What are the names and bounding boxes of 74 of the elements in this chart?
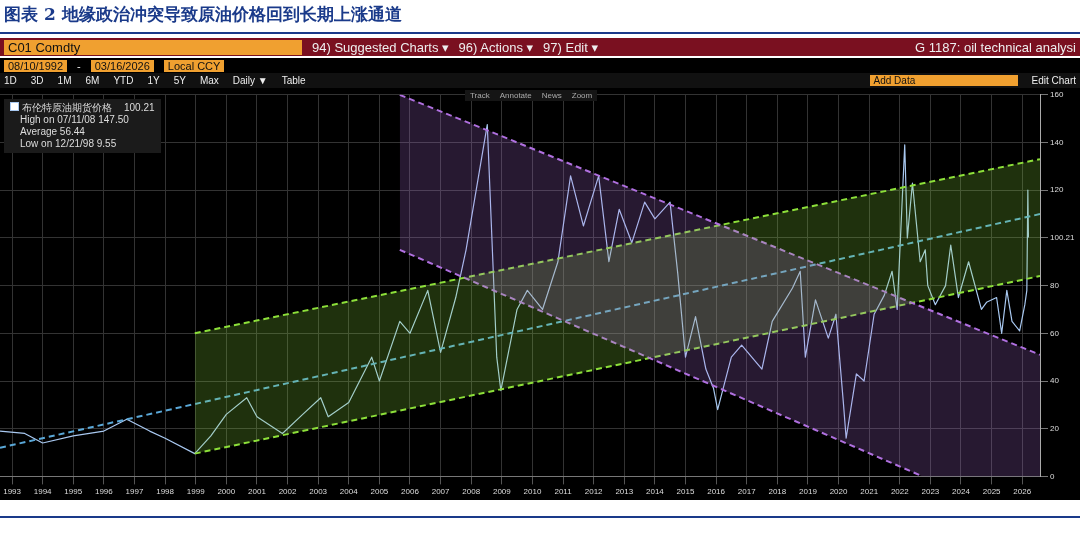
- y-tick-label: 100.21: [1050, 232, 1076, 242]
- x-tick-label: 2006: [401, 487, 420, 497]
- x-tick-label: 2003: [309, 487, 328, 497]
- text: C01 Comdty: [4, 39, 302, 55]
- x-tick-label: 2009: [492, 487, 512, 497]
- text: Daily ▼: [232, 75, 268, 86]
- text: 94) Suggested Charts ▾: [312, 39, 449, 55]
- annotation: 100.21: [124, 101, 155, 114]
- text: 08/10/1992: [4, 59, 68, 72]
- text: G 1187: oil technical analysi: [915, 39, 1076, 55]
- y-tick-label: 60: [1050, 328, 1060, 338]
- text: 3D: [30, 75, 44, 86]
- annotation: High on 07/11/08 147.50: [19, 113, 130, 126]
- x-tick-label: 1998: [156, 487, 175, 497]
- x-tick-label: 2026: [1013, 487, 1032, 497]
- x-tick-label: 2007: [431, 487, 451, 497]
- annotation: News: [541, 91, 562, 100]
- annotation: Zoom: [571, 91, 593, 100]
- text: Edit Chart: [1031, 75, 1076, 86]
- x-tick-label: 2008: [462, 487, 481, 497]
- x-tick-label: 2017: [737, 487, 757, 497]
- text: 1M: [57, 75, 72, 86]
- x-tick-label: 2023: [921, 487, 940, 497]
- y-tick-label: 40: [1050, 376, 1060, 386]
- text: Local CCY: [163, 59, 225, 72]
- annotation: Annotate: [499, 91, 532, 100]
- text: -: [77, 59, 81, 72]
- text: 1Y: [147, 75, 160, 86]
- text: 6M: [85, 75, 100, 86]
- x-tick-label: 1999: [186, 487, 206, 497]
- x-tick-label: 2018: [768, 487, 787, 497]
- x-tick-label: 2010: [523, 487, 542, 497]
- x-tick-label: 2024: [952, 487, 971, 497]
- x-tick-label: 2025: [982, 487, 1002, 497]
- x-tick-label: 1995: [64, 487, 83, 497]
- text: 96) Actions ▾: [458, 39, 534, 55]
- x-tick-label: 1996: [94, 487, 114, 497]
- y-tick-label: 20: [1050, 423, 1060, 433]
- annotation: Average 56.44: [19, 125, 86, 138]
- x-tick-label: 2004: [339, 487, 359, 497]
- x-tick-label: 2014: [645, 487, 665, 497]
- text: Add Data: [869, 75, 1018, 86]
- x-tick-label: 2011: [554, 487, 573, 497]
- x-tick-label: 2020: [829, 487, 848, 497]
- y-tick-label: 0: [1050, 471, 1055, 481]
- text: 5Y: [173, 75, 186, 86]
- text: Table: [281, 75, 306, 86]
- text: 97) Edit ▾: [543, 39, 599, 55]
- x-tick-label: 2002: [278, 487, 297, 497]
- x-tick-label: 2015: [676, 487, 695, 497]
- x-tick-label: 2016: [707, 487, 726, 497]
- y-tick-label: 140: [1050, 137, 1064, 147]
- x-tick-label: 1997: [125, 487, 144, 497]
- text: 03/16/2026: [90, 59, 154, 72]
- y-tick-label: 120: [1050, 185, 1064, 195]
- x-tick-label: 2012: [584, 487, 604, 497]
- x-tick-label: 2013: [615, 487, 634, 497]
- x-tick-label: 2001: [248, 487, 267, 497]
- y-tick-label: 160: [1050, 90, 1064, 99]
- y-tick-label: 80: [1050, 280, 1060, 290]
- x-tick-label: 2019: [799, 487, 818, 497]
- text: 1D: [4, 75, 17, 86]
- x-tick-label: 2021: [860, 487, 879, 497]
- x-tick-label: 2000: [217, 487, 236, 497]
- x-tick-label: 1994: [33, 487, 53, 497]
- legend-label: 布伦特原油期货价格: [22, 101, 112, 113]
- x-tick-label: 2022: [890, 487, 910, 497]
- x-tick-label: 2005: [370, 487, 389, 497]
- text: YTD: [113, 75, 134, 86]
- annotation: Track: [470, 91, 490, 100]
- chart-title: 图表 2 地缘政治冲突导致原油价格回到长期上涨通道: [4, 3, 402, 26]
- text: Max: [199, 75, 219, 86]
- annotation: Low on 12/21/98 9.55: [19, 137, 118, 150]
- x-tick-label: 1993: [3, 487, 22, 497]
